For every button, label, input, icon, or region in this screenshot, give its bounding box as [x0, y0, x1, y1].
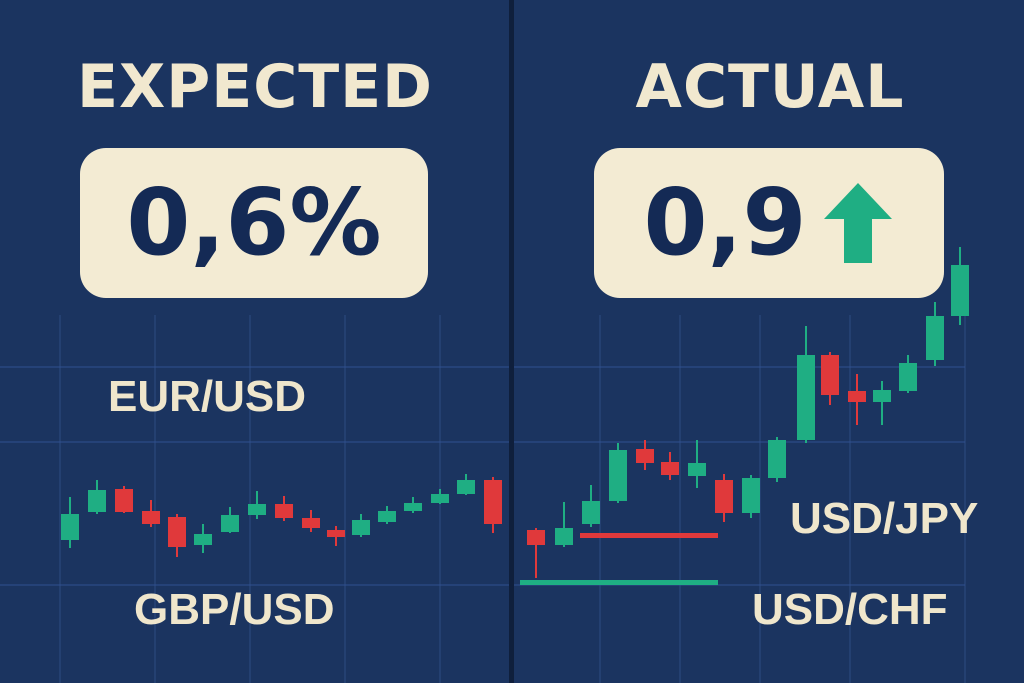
- candle-body: [248, 504, 266, 515]
- bullish-candle: [768, 437, 786, 482]
- bullish-candle: [457, 474, 475, 495]
- candle-body: [797, 355, 815, 440]
- candle-body: [636, 449, 654, 463]
- bullish-candle: [352, 514, 370, 537]
- resistance-line: [580, 533, 718, 538]
- pair-label-usd-jpy: USD/JPY: [790, 494, 979, 543]
- bearish-candle: [661, 452, 679, 480]
- candle-body: [457, 480, 475, 494]
- up-arrow-icon: [824, 183, 893, 263]
- bearish-candle: [848, 374, 866, 425]
- candle-body: [768, 440, 786, 478]
- candle-body: [61, 514, 79, 540]
- actual-heading: ACTUAL: [635, 52, 905, 122]
- bullish-candle: [431, 489, 449, 504]
- candle-body: [715, 480, 733, 513]
- candle-body: [484, 480, 502, 524]
- candles: [61, 247, 969, 578]
- bullish-candle: [221, 507, 239, 533]
- actual-value-card: 0,9: [594, 148, 944, 298]
- bullish-candle: [926, 302, 944, 366]
- expected-value: 0,6%: [126, 169, 382, 276]
- candle-body: [194, 534, 212, 545]
- expected-value-card: 0,6%: [80, 148, 428, 298]
- candle-body: [527, 530, 545, 545]
- candle-body: [352, 520, 370, 535]
- bearish-candle: [527, 528, 545, 578]
- bearish-candle: [302, 510, 320, 532]
- bullish-candle: [378, 506, 396, 524]
- expected-heading: EXPECTED: [77, 52, 433, 122]
- candle-body: [926, 316, 944, 360]
- panel-divider: [509, 0, 514, 683]
- candle-body: [302, 518, 320, 528]
- support-line: [520, 580, 718, 585]
- bullish-candle: [88, 480, 106, 514]
- candle-body: [821, 355, 839, 395]
- bearish-candle: [115, 486, 133, 513]
- bearish-candle: [275, 496, 293, 521]
- candle-body: [899, 363, 917, 391]
- bearish-candle: [636, 440, 654, 470]
- bullish-candle: [873, 381, 891, 425]
- candle-body: [378, 511, 396, 522]
- candle-body: [848, 391, 866, 402]
- bullish-candle: [899, 355, 917, 393]
- bullish-candle: [609, 443, 627, 503]
- pair-label-usd-chf: USD/CHF: [752, 585, 948, 634]
- bullish-candle: [951, 247, 969, 325]
- candle-body: [88, 490, 106, 512]
- candle-body: [742, 478, 760, 513]
- bearish-candle: [327, 526, 345, 546]
- bullish-candle: [582, 485, 600, 527]
- candle-body: [688, 463, 706, 476]
- candle-body: [555, 528, 573, 545]
- bullish-candle: [555, 502, 573, 547]
- candle-body: [275, 504, 293, 518]
- actual-value: 0,9: [643, 169, 807, 276]
- bearish-candle: [142, 500, 160, 527]
- bearish-candle: [715, 474, 733, 522]
- candle-body: [951, 265, 969, 316]
- bullish-candle: [248, 491, 266, 519]
- candle-body: [661, 462, 679, 475]
- bearish-candle: [821, 352, 839, 405]
- candle-body: [873, 390, 891, 402]
- pair-label-eur-usd: EUR/USD: [108, 372, 307, 421]
- bullish-candle: [404, 497, 422, 513]
- bullish-candle: [742, 475, 760, 518]
- candle-body: [609, 450, 627, 501]
- candle-body: [404, 503, 422, 511]
- bullish-candle: [797, 326, 815, 443]
- candle-body: [431, 494, 449, 503]
- level-lines: [520, 533, 718, 585]
- candle-body: [582, 501, 600, 524]
- bearish-candle: [168, 514, 186, 557]
- bullish-candle: [194, 524, 212, 553]
- bullish-candle: [688, 440, 706, 488]
- candle-body: [115, 489, 133, 512]
- bearish-candle: [484, 477, 502, 533]
- bullish-candle: [61, 497, 79, 548]
- candle-body: [327, 530, 345, 537]
- candle-body: [142, 511, 160, 524]
- candle-body: [168, 517, 186, 547]
- candle-body: [221, 515, 239, 532]
- pair-label-gbp-usd: GBP/USD: [134, 585, 335, 634]
